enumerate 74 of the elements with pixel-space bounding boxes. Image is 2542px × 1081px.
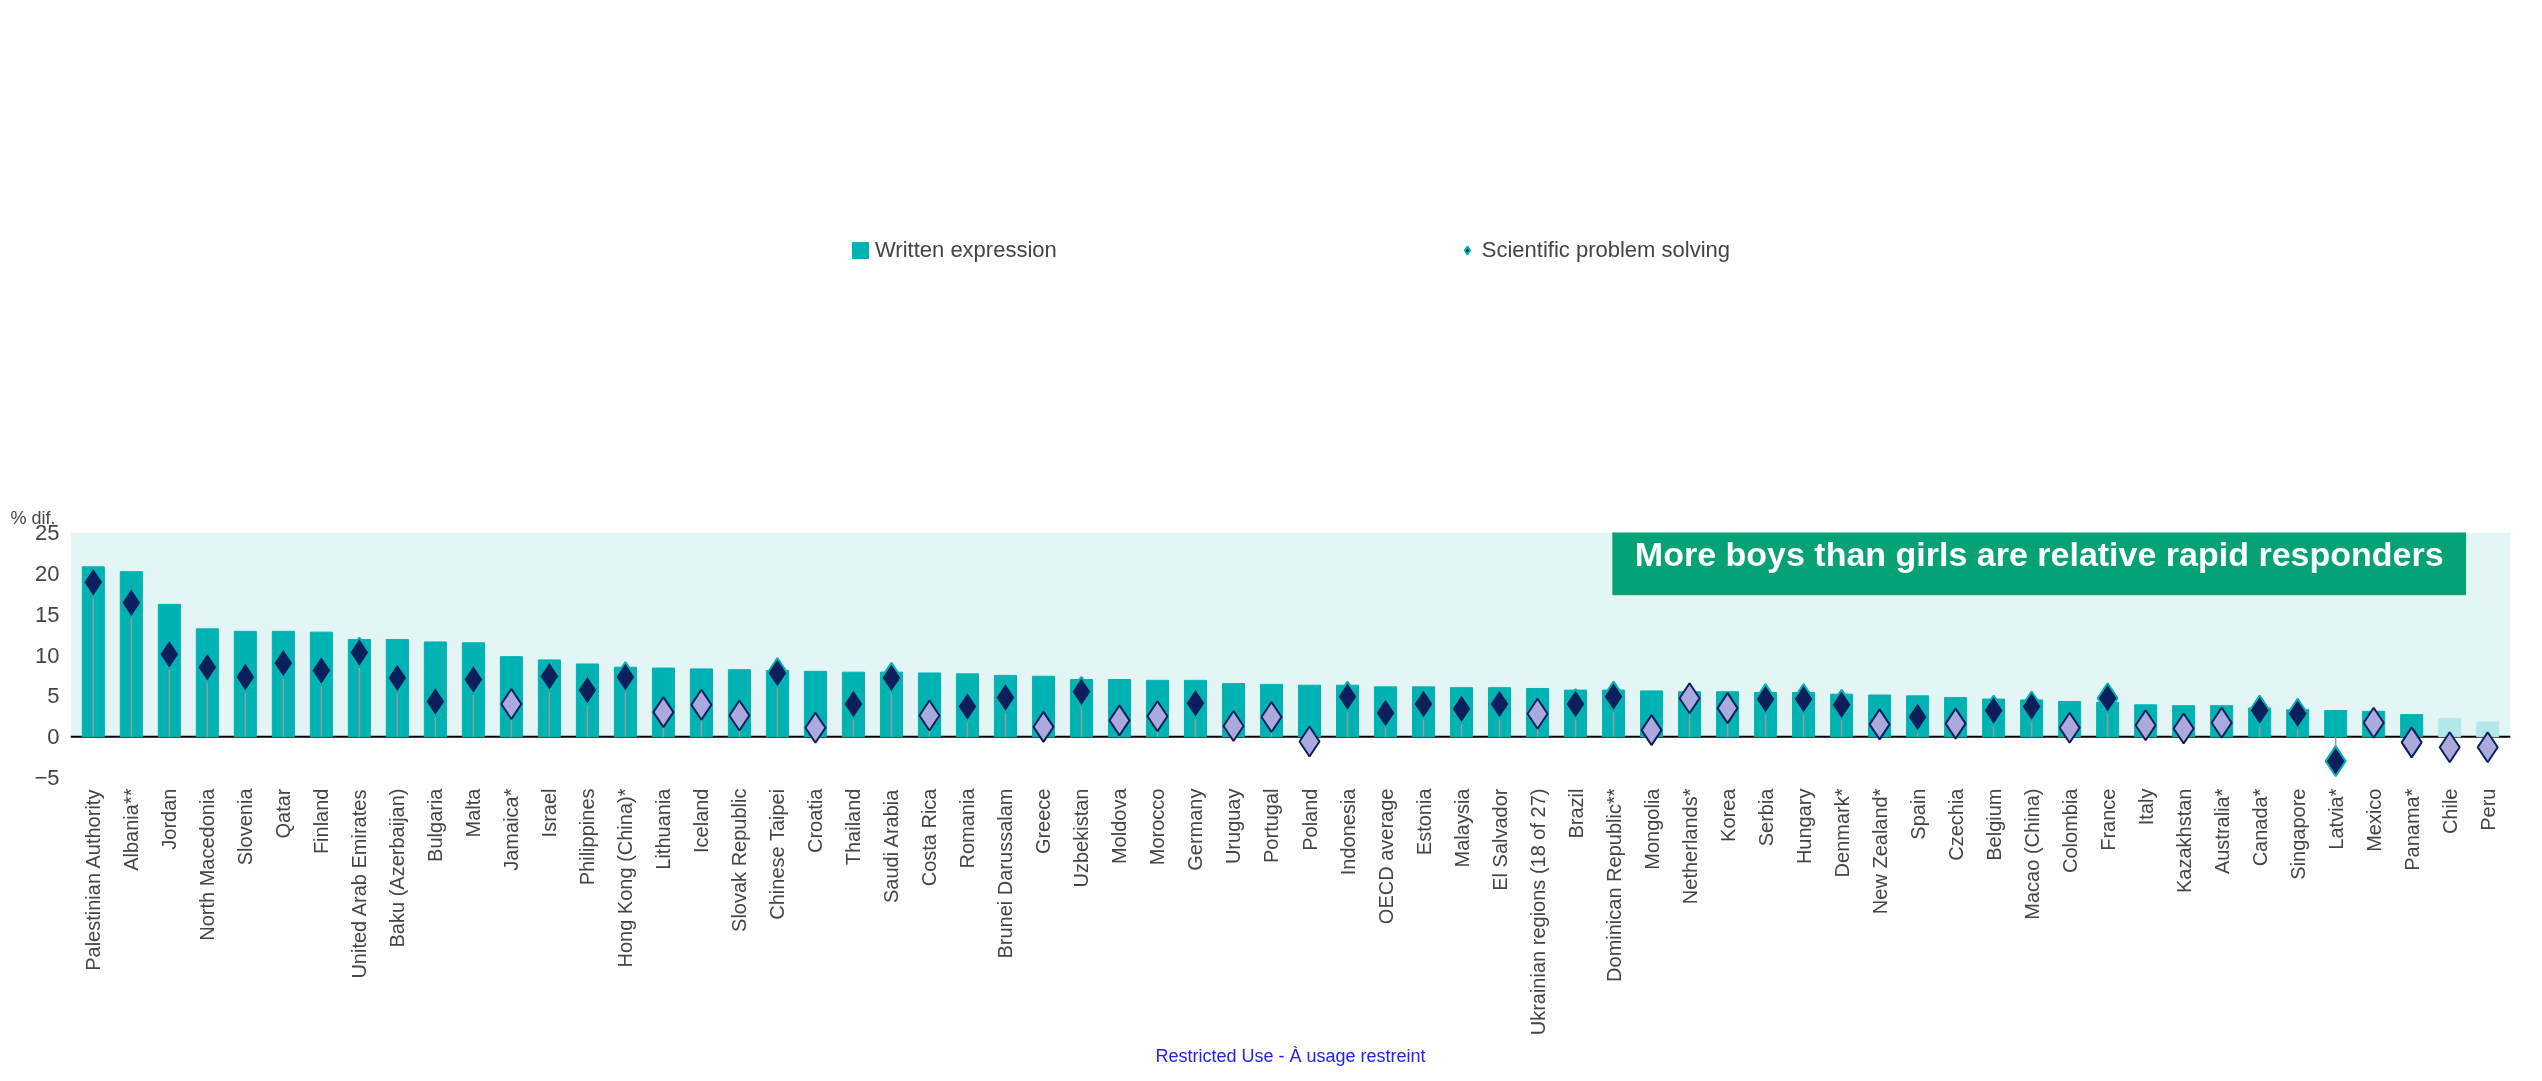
x-tick-label: Dominican Republic**: [1602, 788, 1625, 982]
x-tick-label: Canada*: [2248, 788, 2271, 867]
x-tick-label: El Salvador: [1488, 788, 1511, 891]
x-tick-label: Greece: [1032, 788, 1055, 855]
x-tick-label: Qatar: [272, 788, 295, 839]
y-tick-label: 15: [35, 601, 60, 627]
y-tick-label: 5: [47, 683, 60, 709]
x-tick-label: Uruguay: [1222, 788, 1245, 865]
text: Restricted Use - À usage restreint: [1155, 1045, 1426, 1066]
y-tick-label: 20: [35, 560, 60, 586]
x-tick-label: Chile: [2438, 788, 2461, 835]
x-tick-label: Mexico: [2362, 788, 2385, 852]
x-tick-label: Korea: [1716, 787, 1739, 842]
x-tick-label: Estonia: [1412, 787, 1435, 856]
x-tick-label: North Macedonia: [196, 787, 219, 941]
x-tick-label: Colombia: [2058, 787, 2081, 873]
x-tick-label: Lithuania: [652, 787, 675, 870]
x-tick-label: Chinese Taipei: [766, 788, 789, 920]
x-tick-label: Morocco: [1146, 788, 1169, 866]
x-tick-label: Jamaica*: [500, 788, 523, 871]
x-tick-label: Hong Kong (China)*: [614, 788, 637, 968]
x-tick-label: Finland: [310, 788, 333, 855]
x-tick-label: Spain: [1906, 788, 1929, 840]
x-tick-label: Netherlands*: [1678, 788, 1701, 905]
x-tick-label: Serbia: [1754, 787, 1777, 847]
x-tick-label: Israel: [538, 788, 561, 838]
x-tick-label: Bulgaria: [424, 787, 447, 862]
y-tick-label: 0: [47, 724, 60, 750]
y-tick-label: 10: [35, 642, 60, 668]
x-tick-label: Thailand: [842, 788, 865, 866]
x-tick-label: United Arab Emirates: [348, 789, 371, 979]
x-tick-label: Indonesia: [1336, 787, 1359, 876]
x-tick-label: Iceland: [690, 788, 713, 853]
x-tick-label: Portugal: [1260, 788, 1283, 863]
x-tick-label: Malaysia: [1450, 787, 1473, 868]
x-tick-label: Italy: [2134, 788, 2157, 826]
x-tick-label: France: [2096, 788, 2119, 851]
x-tick-label: Jordan: [158, 788, 181, 850]
x-tick-label: Mongolia: [1640, 787, 1663, 870]
x-tick-label: Romania: [956, 787, 979, 869]
x-tick-label: Germany: [1184, 788, 1207, 871]
x-tick-label: Albania**: [120, 788, 143, 871]
x-tick-label: Slovak Republic: [728, 788, 751, 932]
x-tick-label: Costa Rica: [918, 787, 941, 887]
x-tick-label: Czechia: [1944, 787, 1967, 861]
x-tick-label: Moldova: [1108, 787, 1131, 865]
legend-label: Written expression: [874, 237, 1057, 263]
x-tick-label: Peru: [2476, 788, 2499, 831]
x-tick-label: Saudi Arabia: [880, 788, 903, 904]
x-tick-label: Denmark*: [1830, 788, 1853, 878]
x-tick-label: New Zealand*: [1868, 788, 1891, 915]
x-tick-label: Palestinian Authority: [82, 789, 105, 971]
x-tick-label: Belgium: [1982, 788, 2005, 861]
x-tick-label: OECD average: [1374, 788, 1397, 925]
legend-label: Scientific problem solving: [1481, 237, 1731, 263]
x-tick-label: Philippines: [576, 788, 599, 886]
x-tick-label: Uzbekistan: [1070, 788, 1093, 888]
x-tick-label: Hungary: [1792, 788, 1815, 865]
x-tick-label: Kazakhstan: [2172, 788, 2195, 894]
annotation: More boys than girls are relative rapid responders: [1634, 534, 2444, 573]
x-tick-label: Ukrainian regions (18 of 27): [1526, 788, 1549, 1036]
x-tick-label: Poland: [1298, 788, 1321, 851]
x-tick-label: Australia*: [2210, 788, 2233, 875]
x-tick-label: Macao (China): [2020, 788, 2043, 920]
x-tick-label: Malta: [462, 787, 485, 838]
x-tick-label: Croatia: [804, 787, 827, 853]
x-tick-label: Singapore: [2286, 788, 2309, 880]
x-tick-label: Brazil: [1564, 788, 1587, 839]
x-tick-label: Latvia*: [2324, 788, 2347, 850]
x-tick-label: Slovenia: [234, 787, 257, 866]
x-tick-label: Panama*: [2400, 788, 2423, 871]
x-tick-label: Baku (Azerbaijan): [386, 788, 409, 948]
x-tick-label: Brunei Darussalam: [994, 788, 1017, 959]
y-tick-label: −5: [34, 765, 60, 790]
